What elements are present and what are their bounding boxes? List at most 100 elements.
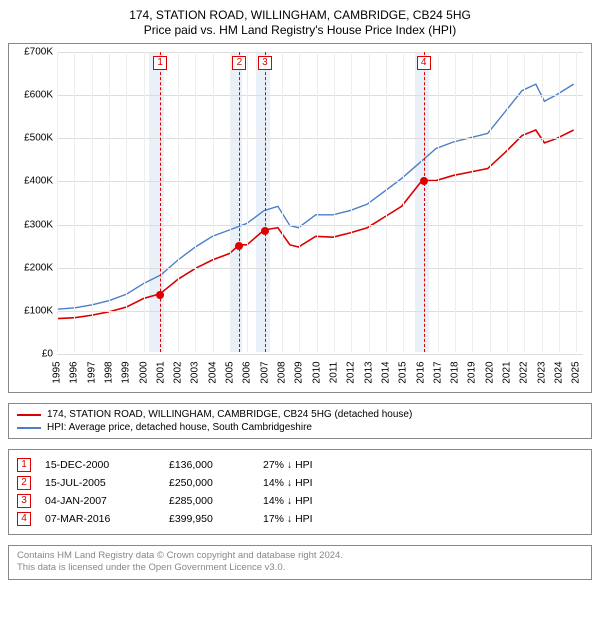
grid-line-v [178,52,179,352]
sales-row-marker: 4 [17,512,31,526]
sales-row-price: £285,000 [169,495,249,507]
grid-line-h [57,268,583,269]
grid-line-v [74,52,75,352]
sales-row-date: 07-MAR-2016 [45,513,155,525]
y-tick-label: £700K [11,47,53,58]
grid-line-v [334,52,335,352]
y-tick-label: £500K [11,133,53,144]
x-tick-label: 2007 [259,361,270,383]
sale-marker-box: 1 [153,56,167,70]
grid-line-v [126,52,127,352]
sales-row-delta: 27% ↓ HPI [263,459,373,471]
grid-line-v [92,52,93,352]
sale-marker-box: 4 [417,56,431,70]
x-tick-label: 2019 [467,361,478,383]
grid-line-v [386,52,387,352]
grid-line-v [369,52,370,352]
sales-row-marker: 3 [17,494,31,508]
x-tick-label: 2014 [380,361,391,383]
grid-line-v [472,52,473,352]
sales-row-marker: 1 [17,458,31,472]
plot-area: 1234 [57,52,583,352]
sale-marker-box: 2 [232,56,246,70]
line-layer [57,52,583,352]
grid-line-v [559,52,560,352]
grid-line-h [57,95,583,96]
x-tick-label: 2018 [450,361,461,383]
x-tick-label: 2004 [207,361,218,383]
legend-label-red: 174, STATION ROAD, WILLINGHAM, CAMBRIDGE… [47,409,412,420]
x-tick-label: 2017 [432,361,443,383]
sale-point [420,177,428,185]
sale-point [235,242,243,250]
grid-line-v [507,52,508,352]
grid-line-v [230,52,231,352]
x-tick-label: 2011 [328,362,339,384]
grid-line-h [57,181,583,182]
sales-row-delta: 17% ↓ HPI [263,513,373,525]
grid-line-v [351,52,352,352]
grid-line-v [282,52,283,352]
x-tick-label: 2020 [484,361,495,383]
x-tick-label: 2009 [294,361,305,383]
legend-label-blue: HPI: Average price, detached house, Sout… [47,422,312,433]
x-tick-label: 2013 [363,361,374,383]
x-tick-label: 1996 [69,361,80,383]
grid-line-h [57,354,583,355]
grid-line-v [299,52,300,352]
grid-line-v [421,52,422,352]
legend-row-blue: HPI: Average price, detached house, Sout… [17,421,583,434]
x-tick-label: 2003 [190,361,201,383]
y-tick-label: £0 [11,349,53,360]
grid-line-h [57,311,583,312]
sales-row-delta: 14% ↓ HPI [263,477,373,489]
x-tick-label: 2022 [519,361,530,383]
x-tick-label: 2023 [536,361,547,383]
sales-row-date: 04-JAN-2007 [45,495,155,507]
grid-line-v [455,52,456,352]
footer: Contains HM Land Registry data © Crown c… [8,545,592,580]
x-tick-label: 2010 [311,361,322,383]
x-tick-label: 2000 [138,361,149,383]
grid-line-v [109,52,110,352]
legend-swatch-blue [17,427,41,429]
x-tick-label: 2006 [242,361,253,383]
y-tick-label: £100K [11,305,53,316]
sales-row-date: 15-DEC-2000 [45,459,155,471]
footer-line-1: Contains HM Land Registry data © Crown c… [17,550,583,562]
grid-line-v [317,52,318,352]
grid-line-h [57,52,583,53]
footer-line-2: This data is licensed under the Open Gov… [17,562,583,574]
sales-row: 4 07-MAR-2016 £399,950 17% ↓ HPI [17,510,583,528]
grid-line-v [144,52,145,352]
sale-marker-line [265,52,266,352]
legend-swatch-red [17,414,41,416]
x-tick-label: 2021 [502,361,513,383]
x-tick-label: 1997 [86,361,97,383]
grid-line-v [438,52,439,352]
title-block: 174, STATION ROAD, WILLINGHAM, CAMBRIDGE… [8,8,592,37]
grid-line-v [524,52,525,352]
sales-row-price: £399,950 [169,513,249,525]
grid-line-v [213,52,214,352]
sales-row: 1 15-DEC-2000 £136,000 27% ↓ HPI [17,456,583,474]
legend: 174, STATION ROAD, WILLINGHAM, CAMBRIDGE… [8,403,592,439]
x-tick-label: 2001 [155,361,166,383]
sales-row-date: 15-JUL-2005 [45,477,155,489]
grid-line-v [490,52,491,352]
y-tick-label: £300K [11,219,53,230]
x-tick-label: 2015 [398,361,409,383]
x-tick-label: 2016 [415,361,426,383]
x-tick-label: 2025 [571,361,582,383]
x-tick-label: 2024 [554,361,565,383]
grid-line-v [576,52,577,352]
grid-line-h [57,225,583,226]
x-tick-label: 2012 [346,361,357,383]
grid-line-v [195,52,196,352]
sales-row-price: £136,000 [169,459,249,471]
grid-line-v [542,52,543,352]
sale-marker-line [160,52,161,352]
sale-marker-line [239,52,240,352]
sales-row-delta: 14% ↓ HPI [263,495,373,507]
x-tick-label: 1999 [121,361,132,383]
